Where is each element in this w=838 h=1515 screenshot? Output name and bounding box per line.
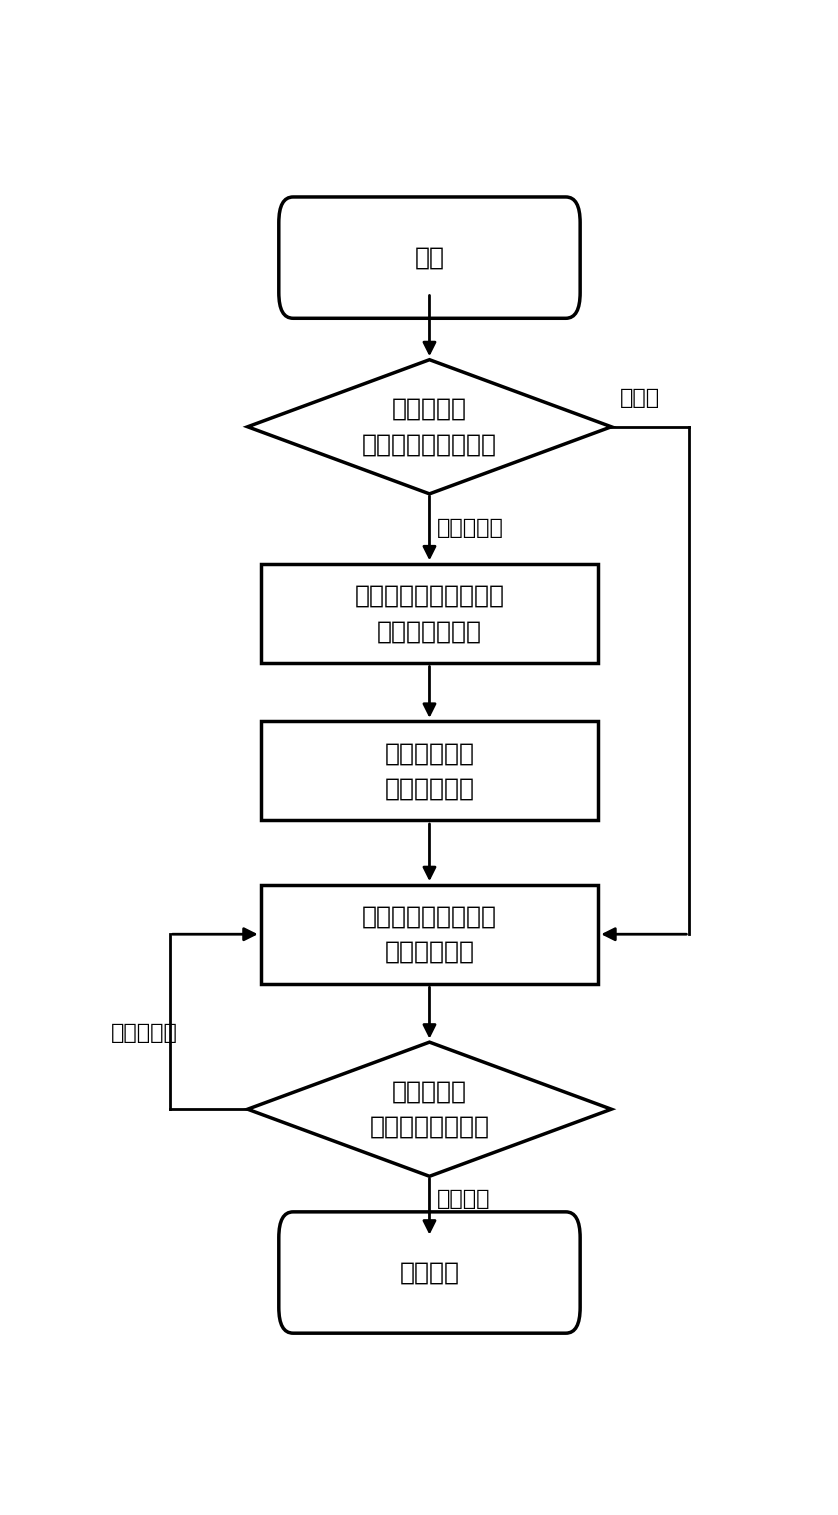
- Text: 开始: 开始: [415, 245, 444, 270]
- Polygon shape: [248, 1042, 612, 1176]
- FancyBboxPatch shape: [279, 1212, 580, 1333]
- Polygon shape: [248, 359, 612, 494]
- Bar: [261, 564, 598, 664]
- Text: 机器人前进
与充电桩充电接触: 机器人前进 与充电桩充电接触: [370, 1080, 489, 1139]
- Bar: [261, 885, 598, 983]
- Text: 正前方: 正前方: [620, 388, 660, 408]
- Text: 左侧或右侧: 左侧或右侧: [437, 518, 504, 538]
- Bar: [261, 721, 598, 821]
- Text: 对准不成功: 对准不成功: [111, 1023, 178, 1044]
- Text: 旋转机器人使前进方向
指向充电桩中线: 旋转机器人使前进方向 指向充电桩中线: [354, 583, 504, 644]
- Text: 实现充电: 实现充电: [400, 1260, 459, 1285]
- Text: 判断机器人
相对于充电桩的位置: 判断机器人 相对于充电桩的位置: [362, 397, 497, 456]
- Text: 机器人前进到
充电桩正前方: 机器人前进到 充电桩正前方: [385, 741, 474, 800]
- Text: 旋转机器人与充电桩
充电方向对正: 旋转机器人与充电桩 充电方向对正: [362, 904, 497, 964]
- FancyBboxPatch shape: [279, 197, 580, 318]
- Text: 对准成功: 对准成功: [437, 1189, 491, 1209]
